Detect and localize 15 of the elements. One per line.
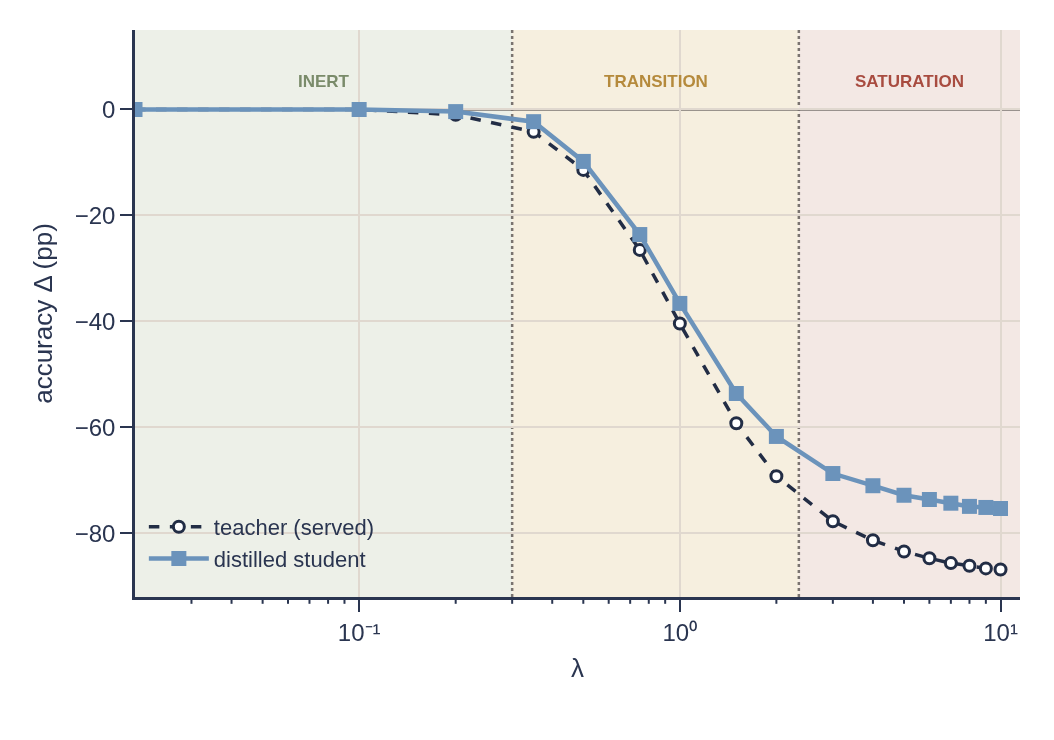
x-tick-label: 10⁰ bbox=[662, 618, 698, 646]
band-label: SATURATION bbox=[855, 72, 964, 91]
band-label: TRANSITION bbox=[604, 72, 708, 91]
band-label: INERT bbox=[298, 72, 350, 91]
y-tick-label: 0 bbox=[102, 95, 116, 123]
y-axis-title: accuracy Δ (pp) bbox=[28, 223, 59, 404]
legend-label: distilled student bbox=[213, 546, 366, 572]
y-tick-label: −40 bbox=[74, 307, 116, 335]
y-tick-label: −20 bbox=[74, 201, 116, 229]
x-tick-label: 10¹ bbox=[983, 618, 1018, 646]
y-tick-label: −60 bbox=[74, 413, 116, 441]
x-axis-title: λ bbox=[571, 653, 584, 684]
x-tick-label: 10⁻¹ bbox=[337, 618, 381, 646]
y-tick-label: −80 bbox=[74, 519, 116, 547]
legend-label: teacher (served) bbox=[213, 515, 375, 541]
